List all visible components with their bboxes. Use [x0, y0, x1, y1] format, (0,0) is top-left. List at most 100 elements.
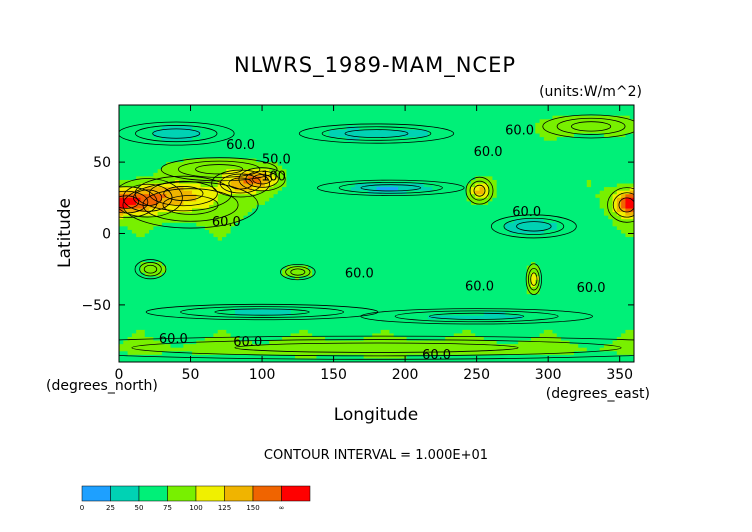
- heatmap-cell: [526, 140, 532, 145]
- heatmap-cell: [453, 179, 459, 185]
- heatmap-cell: [595, 115, 601, 120]
- heatmap-cell: [595, 108, 601, 113]
- heatmap-cell: [415, 151, 421, 156]
- heatmap-cell: [526, 137, 532, 142]
- heatmap-cell: [269, 165, 275, 170]
- heatmap-cell: [573, 179, 579, 185]
- heatmap-cell: [565, 151, 571, 156]
- heatmap-cell: [496, 165, 502, 170]
- heatmap-cell: [136, 133, 142, 138]
- heatmap-cell: [359, 201, 365, 206]
- heatmap-cell: [277, 137, 283, 142]
- heatmap-cell: [333, 108, 339, 113]
- heatmap-cell: [179, 133, 184, 138]
- heatmap-cell: [346, 126, 352, 131]
- heatmap-cell: [359, 105, 365, 110]
- heatmap-cell: [479, 158, 485, 163]
- heatmap-cell: [191, 194, 197, 199]
- heatmap-cell: [234, 115, 240, 120]
- heatmap-cell: [436, 108, 442, 113]
- heatmap-cell: [157, 140, 163, 145]
- heatmap-cell: [608, 222, 614, 227]
- heatmap-cell: [603, 172, 609, 177]
- heatmap-cell: [119, 137, 124, 142]
- heatmap-cell: [303, 222, 309, 227]
- heatmap-cell: [174, 229, 180, 235]
- heatmap-cell: [475, 140, 481, 145]
- heatmap-cell: [385, 115, 390, 120]
- heatmap-cell: [509, 247, 515, 252]
- heatmap-cell: [586, 187, 592, 192]
- heatmap-cell: [552, 119, 558, 124]
- heatmap-cell: [252, 212, 257, 217]
- heatmap-cell: [389, 112, 395, 117]
- heatmap-cell: [312, 126, 318, 131]
- heatmap-cell: [355, 197, 360, 202]
- heatmap-cell: [337, 129, 343, 135]
- heatmap-cell: [410, 219, 416, 224]
- heatmap-cell: [367, 119, 373, 124]
- heatmap-cell: [440, 151, 446, 156]
- heatmap-cell: [191, 201, 197, 206]
- heatmap-cell: [209, 147, 215, 152]
- heatmap-cell: [312, 237, 318, 242]
- heatmap-cell: [299, 105, 305, 110]
- heatmap-cell: [565, 133, 571, 138]
- heatmap-cell: [196, 162, 202, 167]
- heatmap-cell: [359, 251, 365, 256]
- heatmap-cell: [230, 215, 236, 220]
- heatmap-cell: [166, 237, 172, 242]
- heatmap-cell: [449, 112, 455, 117]
- heatmap-cell: [573, 212, 579, 217]
- heatmap-cell: [453, 212, 459, 217]
- heatmap-cell: [359, 144, 365, 149]
- heatmap-cell: [290, 144, 296, 149]
- heatmap-cell: [539, 237, 545, 242]
- heatmap-cell: [565, 237, 571, 242]
- heatmap-cell: [123, 212, 129, 217]
- heatmap-cell: [595, 183, 601, 188]
- heatmap-cell: [149, 151, 154, 156]
- heatmap-cell: [342, 133, 348, 138]
- heatmap-cell: [509, 194, 515, 199]
- heatmap-cell: [269, 126, 275, 131]
- heatmap-cell: [166, 105, 172, 110]
- heatmap-cell: [591, 147, 596, 152]
- heatmap-cell: [282, 133, 287, 138]
- heatmap-cell: [277, 251, 283, 256]
- heatmap-cell: [608, 119, 614, 124]
- heatmap-cell: [449, 165, 455, 170]
- heatmap-cell: [492, 176, 498, 181]
- heatmap-cell: [222, 179, 227, 185]
- heatmap-cell: [470, 126, 476, 131]
- heatmap-cell: [402, 237, 408, 242]
- heatmap-cell: [282, 222, 287, 227]
- heatmap-cell: [269, 122, 275, 128]
- heatmap-cell: [119, 244, 124, 249]
- heatmap-cell: [209, 247, 215, 252]
- heatmap-cell: [376, 158, 382, 163]
- heatmap-cell: [599, 105, 605, 110]
- heatmap-cell: [243, 147, 249, 152]
- heatmap-cell: [440, 133, 446, 138]
- heatmap-cell: [535, 176, 541, 181]
- heatmap-cell: [565, 144, 571, 149]
- heatmap-cell: [578, 222, 584, 227]
- heatmap-cell: [260, 194, 266, 199]
- heatmap-cell: [183, 165, 189, 170]
- heatmap-cell: [183, 144, 189, 149]
- heatmap-cell: [586, 112, 592, 117]
- heatmap-cell: [294, 226, 300, 231]
- heatmap-cell: [230, 144, 236, 149]
- heatmap-cell: [320, 212, 326, 217]
- heatmap-cell: [397, 237, 403, 242]
- heatmap-cell: [316, 226, 322, 231]
- heatmap-cell: [320, 208, 326, 213]
- heatmap-cell: [423, 115, 429, 120]
- heatmap-cell: [608, 105, 614, 110]
- heatmap-cell: [449, 179, 455, 185]
- heatmap-cell: [157, 179, 163, 185]
- heatmap-cell: [479, 144, 485, 149]
- heatmap-cell: [582, 204, 588, 210]
- heatmap-cell: [561, 108, 566, 113]
